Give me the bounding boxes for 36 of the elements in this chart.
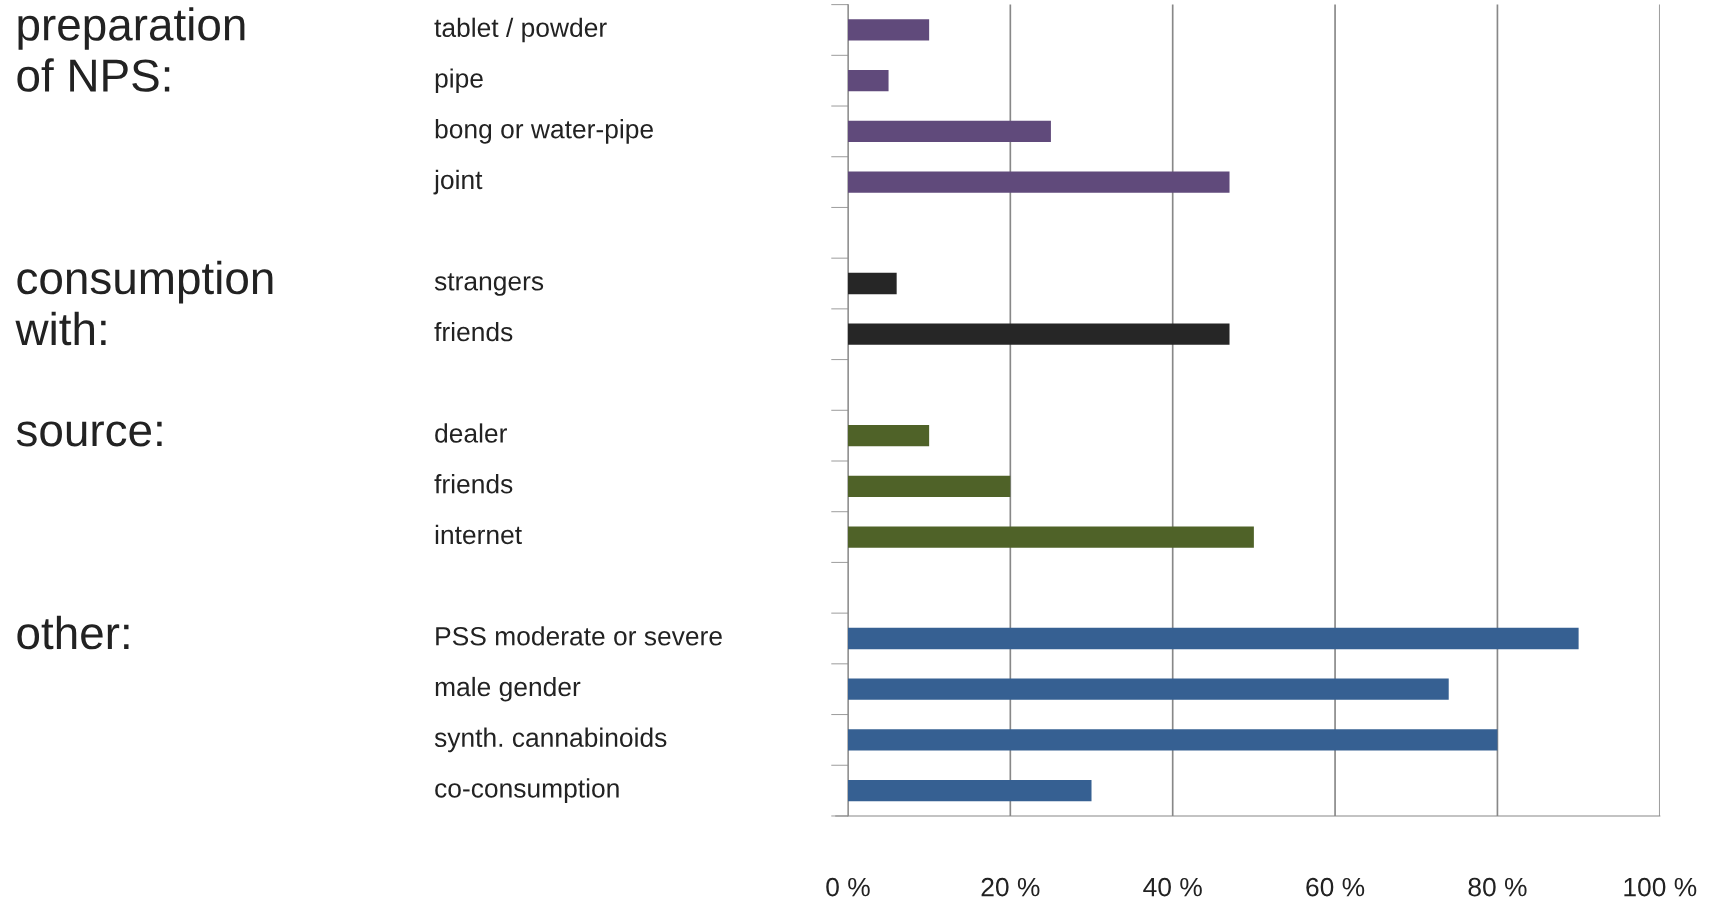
bar bbox=[847, 627, 1579, 650]
x-tick-label: 80 % bbox=[1468, 877, 1527, 897]
bar bbox=[847, 19, 930, 41]
y-tick-label: dealer bbox=[435, 423, 507, 443]
bar bbox=[847, 120, 1051, 143]
y-tick-label: PSS moderate or severe bbox=[436, 626, 722, 646]
y-tick-label: bong or water-pipe bbox=[435, 119, 653, 144]
bar bbox=[847, 475, 1011, 497]
bar bbox=[847, 171, 1230, 193]
text: preparation of NPS: bbox=[17, 7, 245, 92]
source-note: source: bbox=[16, 421, 162, 447]
x-tick-label: 40 % bbox=[1143, 877, 1202, 897]
y-tick-label: male gender bbox=[435, 676, 581, 702]
y-tick-label: strangers bbox=[434, 273, 544, 296]
y-tick-label: tablet / powder bbox=[434, 17, 607, 43]
y-tick-label: friends bbox=[434, 474, 513, 494]
bar bbox=[847, 729, 1498, 751]
bar bbox=[847, 526, 1254, 548]
y-tick-label: pipe bbox=[435, 68, 483, 93]
y-tick-label: joint bbox=[433, 169, 483, 195]
text: other: bbox=[17, 615, 129, 650]
bar bbox=[847, 272, 897, 295]
bar bbox=[847, 70, 889, 92]
y-tick-label: friends bbox=[434, 321, 513, 342]
x-tick-label: 60 % bbox=[1306, 877, 1365, 897]
y-tick-label: synth. cannabinoids bbox=[434, 727, 667, 753]
bar bbox=[847, 323, 1230, 345]
x-tick-label: 0 % bbox=[826, 877, 870, 897]
bar bbox=[847, 425, 930, 447]
text: consumption with: bbox=[15, 260, 273, 346]
x-tick-label: 100 % bbox=[1624, 877, 1697, 897]
y-tick-label: internet bbox=[435, 524, 522, 545]
y-tick-label: co-consumption bbox=[435, 778, 619, 803]
x-tick-label: 20 % bbox=[981, 877, 1040, 897]
bar bbox=[847, 678, 1449, 700]
bar bbox=[847, 779, 1092, 802]
